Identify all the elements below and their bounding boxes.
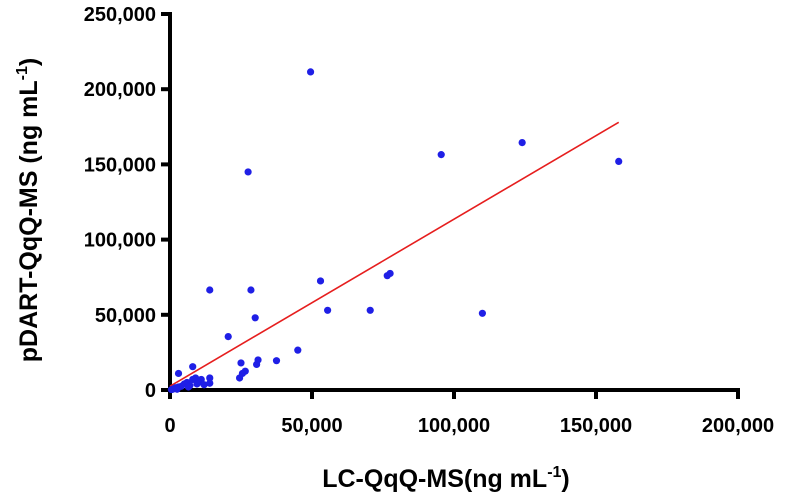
x-axis-title-close: ) <box>561 465 569 493</box>
data-point <box>184 383 193 391</box>
y-axis-title-close: ) <box>15 58 43 66</box>
data-point <box>200 381 208 389</box>
x-tick-label: 0 <box>164 415 175 437</box>
data-point <box>189 363 197 371</box>
data-point <box>366 306 374 314</box>
data-point <box>478 309 486 317</box>
data-point <box>306 68 315 76</box>
y-tick-label: 100,000 <box>84 230 156 252</box>
regression-line <box>169 121 620 387</box>
y-tick-label: 250,000 <box>84 4 156 26</box>
y-axis-title: pDART-QqQ-MS (ng mL-1) <box>14 58 43 362</box>
y-axis: 0 50,000 100,000 150,000 200,000 250,000 <box>84 4 172 402</box>
y-axis-title-superscript: -1 <box>14 66 31 80</box>
y-tick-label: 0 <box>145 380 156 402</box>
data-point <box>247 286 255 294</box>
x-axis-title: LC-QqQ-MS(ng mL-1) <box>322 464 570 493</box>
x-tick-label: 200,000 <box>702 415 774 437</box>
data-point <box>173 385 181 393</box>
data-point <box>206 379 214 387</box>
data-point <box>272 357 281 365</box>
data-point <box>174 369 183 378</box>
y-tick-label: 150,000 <box>84 154 156 176</box>
data-point <box>383 272 391 280</box>
data-point <box>224 333 232 341</box>
data-point <box>237 359 245 367</box>
y-axis-title-main: pDART-QqQ-MS (ng mL <box>15 80 43 362</box>
data-point <box>206 374 214 382</box>
data-point <box>437 151 445 159</box>
data-point <box>235 374 244 382</box>
data-point <box>615 157 623 165</box>
x-tick-label: 150,000 <box>560 415 632 437</box>
data-point <box>518 138 526 147</box>
data-point <box>316 277 325 285</box>
plot-area <box>167 68 623 394</box>
data-point <box>244 168 252 176</box>
data-point <box>294 346 302 354</box>
x-axis-title-superscript: -1 <box>547 464 561 481</box>
y-tick-label: 200,000 <box>84 79 156 101</box>
data-point <box>193 380 201 388</box>
x-tick-label: 50,000 <box>281 415 342 437</box>
data-point <box>253 360 261 369</box>
x-tick-label: 100,000 <box>418 415 490 437</box>
data-point <box>324 306 332 314</box>
data-point <box>251 314 259 322</box>
x-axis-title-main: LC-QqQ-MS(ng mL <box>322 465 547 493</box>
data-point <box>189 375 197 384</box>
y-tick-label: 50,000 <box>95 305 156 327</box>
data-point <box>206 286 214 294</box>
x-axis: 0 50,000 100,000 150,000 200,000 <box>164 388 774 437</box>
data-point <box>167 385 176 394</box>
